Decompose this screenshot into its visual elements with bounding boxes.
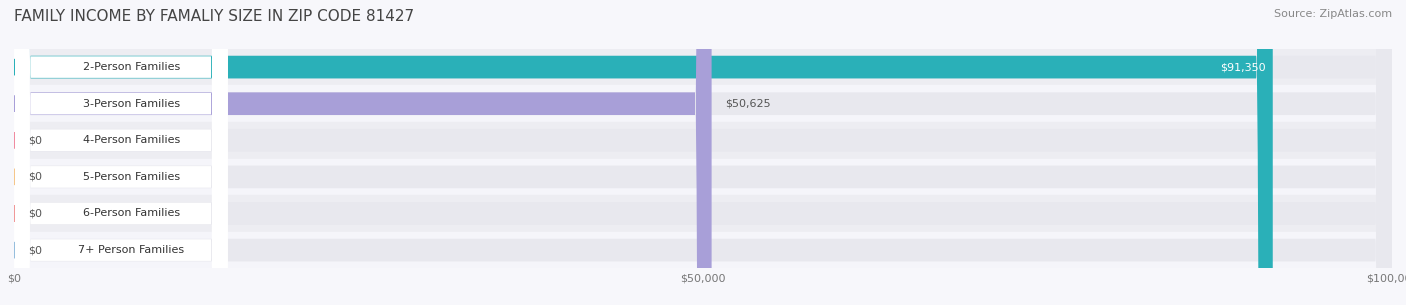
Text: 4-Person Families: 4-Person Families (83, 135, 180, 145)
Text: 2-Person Families: 2-Person Families (83, 62, 180, 72)
Text: $0: $0 (28, 209, 42, 218)
FancyBboxPatch shape (14, 0, 1392, 305)
Text: $0: $0 (28, 245, 42, 255)
FancyBboxPatch shape (14, 0, 1272, 305)
Text: Source: ZipAtlas.com: Source: ZipAtlas.com (1274, 9, 1392, 19)
Bar (14, 232, 1392, 268)
Bar (14, 195, 1392, 232)
Text: 6-Person Families: 6-Person Families (83, 209, 180, 218)
Bar (14, 122, 1392, 159)
FancyBboxPatch shape (14, 0, 228, 305)
Text: 7+ Person Families: 7+ Person Families (79, 245, 184, 255)
Text: $0: $0 (28, 172, 42, 182)
Text: FAMILY INCOME BY FAMALIY SIZE IN ZIP CODE 81427: FAMILY INCOME BY FAMALIY SIZE IN ZIP COD… (14, 9, 415, 24)
FancyBboxPatch shape (14, 0, 1392, 305)
FancyBboxPatch shape (14, 0, 228, 305)
FancyBboxPatch shape (14, 0, 1392, 305)
FancyBboxPatch shape (14, 0, 228, 305)
FancyBboxPatch shape (14, 0, 228, 305)
Text: $50,625: $50,625 (725, 99, 770, 109)
FancyBboxPatch shape (14, 0, 228, 305)
Text: 3-Person Families: 3-Person Families (83, 99, 180, 109)
Bar (14, 49, 1392, 85)
FancyBboxPatch shape (14, 0, 1392, 305)
Bar (14, 85, 1392, 122)
FancyBboxPatch shape (14, 0, 228, 305)
Bar (14, 159, 1392, 195)
FancyBboxPatch shape (14, 0, 1392, 305)
Text: $91,350: $91,350 (1220, 62, 1265, 72)
FancyBboxPatch shape (14, 0, 1392, 305)
Text: 5-Person Families: 5-Person Families (83, 172, 180, 182)
FancyBboxPatch shape (14, 0, 711, 305)
Text: $0: $0 (28, 135, 42, 145)
